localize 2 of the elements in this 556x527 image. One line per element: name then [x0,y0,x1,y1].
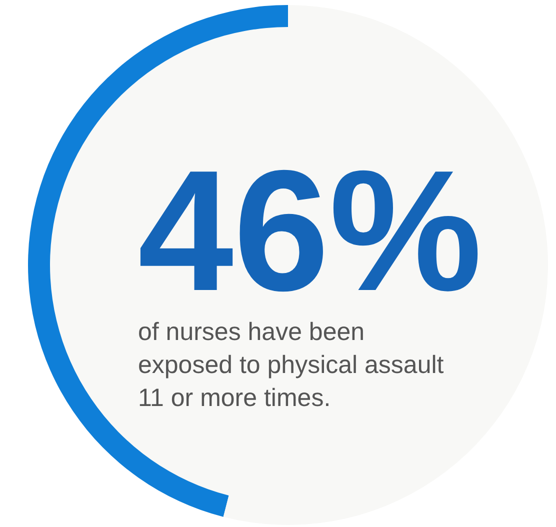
text: 11 or more times. [138,384,331,412]
text: exposed to physical assault [138,351,444,379]
